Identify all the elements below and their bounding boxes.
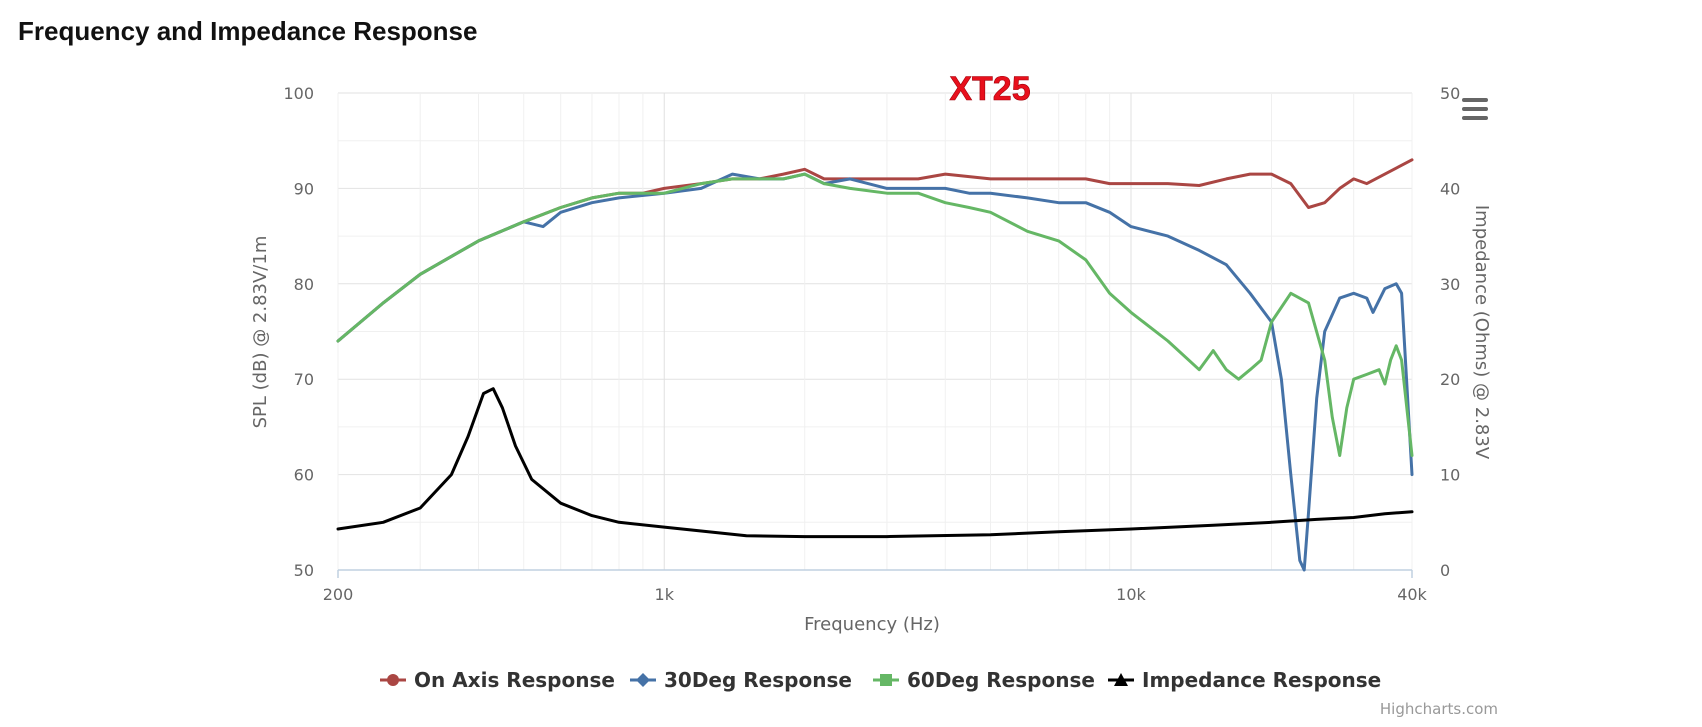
y-axis-left-title: SPL (dB) @ 2.83V/1m xyxy=(250,236,271,429)
legend-item-60deg-response[interactable]: 60Deg Response xyxy=(873,668,1095,692)
credits-link[interactable]: Highcharts.com xyxy=(1380,700,1498,718)
legend-marker-diamond xyxy=(636,673,650,687)
series-line-30deg-response xyxy=(336,172,1414,572)
y-right-tick-label: 50 xyxy=(1440,84,1460,103)
y-left-tick-label: 80 xyxy=(294,275,314,294)
y-right-tick-label: 40 xyxy=(1440,179,1460,198)
chart-gridlines xyxy=(337,92,1413,571)
x-tick-label: 10k xyxy=(1116,585,1146,604)
legend-item-on-axis-response[interactable]: On Axis Response xyxy=(380,668,615,692)
legend-marker-circle xyxy=(387,674,399,686)
y-left-tick-label: 60 xyxy=(294,466,314,485)
chart-legend: On Axis Response 30Deg Response 60Deg Resp… xyxy=(380,668,1381,692)
legend-label: 60Deg Response xyxy=(907,668,1095,692)
legend-label: Impedance Response xyxy=(1142,668,1381,692)
y-left-tick-label: 90 xyxy=(294,179,314,198)
legend-label: On Axis Response xyxy=(414,668,615,692)
legend-item-30deg-response[interactable]: 30Deg Response xyxy=(630,668,852,692)
x-tick-label: 200 xyxy=(323,585,354,604)
y-left-tick-label: 100 xyxy=(283,84,314,103)
chart-series xyxy=(336,158,1414,572)
y-axis-right-title: Impedance (Ohms) @ 2.83V xyxy=(1471,205,1492,460)
series-line-60deg-response xyxy=(336,172,1414,457)
legend-label: 30Deg Response xyxy=(664,668,852,692)
y-left-tick-label: 70 xyxy=(294,370,314,389)
y-right-tick-label: 10 xyxy=(1440,466,1460,485)
model-label: XT25 xyxy=(949,70,1030,108)
page-title: Frequency and Impedance Response xyxy=(18,16,478,46)
y-right-tick-label: 20 xyxy=(1440,370,1460,389)
legend-item-impedance-response[interactable]: Impedance Response xyxy=(1108,668,1381,692)
series-line-on-axis-response xyxy=(336,158,1414,343)
legend-marker-square xyxy=(880,674,892,686)
legend-marker-triangle xyxy=(1114,673,1128,686)
hamburger-menu-icon[interactable] xyxy=(1462,98,1488,120)
x-tick-label: 1k xyxy=(655,585,675,604)
y-left-tick-label: 50 xyxy=(294,561,314,580)
y-right-tick-label: 30 xyxy=(1440,275,1460,294)
x-axis-title: Frequency (Hz) xyxy=(804,614,940,635)
x-tick-label: 40k xyxy=(1397,585,1427,604)
series-line-impedance-response xyxy=(336,387,1414,539)
y-right-tick-label: 0 xyxy=(1440,561,1450,580)
chart-axes: 200 1k 10k 40k 50 60 70 80 90 100 0 10 20 30 40 50 xyxy=(283,84,1460,604)
